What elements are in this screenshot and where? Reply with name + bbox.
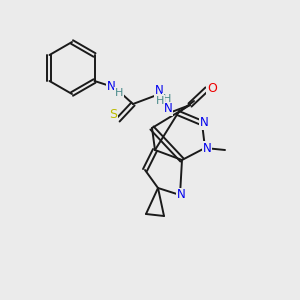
Text: N: N bbox=[177, 188, 185, 202]
Text: O: O bbox=[207, 82, 217, 94]
Text: H: H bbox=[115, 88, 123, 98]
Text: N: N bbox=[106, 80, 116, 92]
Text: N: N bbox=[164, 103, 172, 116]
Text: S: S bbox=[109, 109, 117, 122]
Text: N: N bbox=[200, 116, 208, 130]
Text: N: N bbox=[202, 142, 211, 154]
Text: N: N bbox=[154, 85, 164, 98]
Text: H: H bbox=[156, 96, 164, 106]
Text: H: H bbox=[163, 94, 171, 104]
